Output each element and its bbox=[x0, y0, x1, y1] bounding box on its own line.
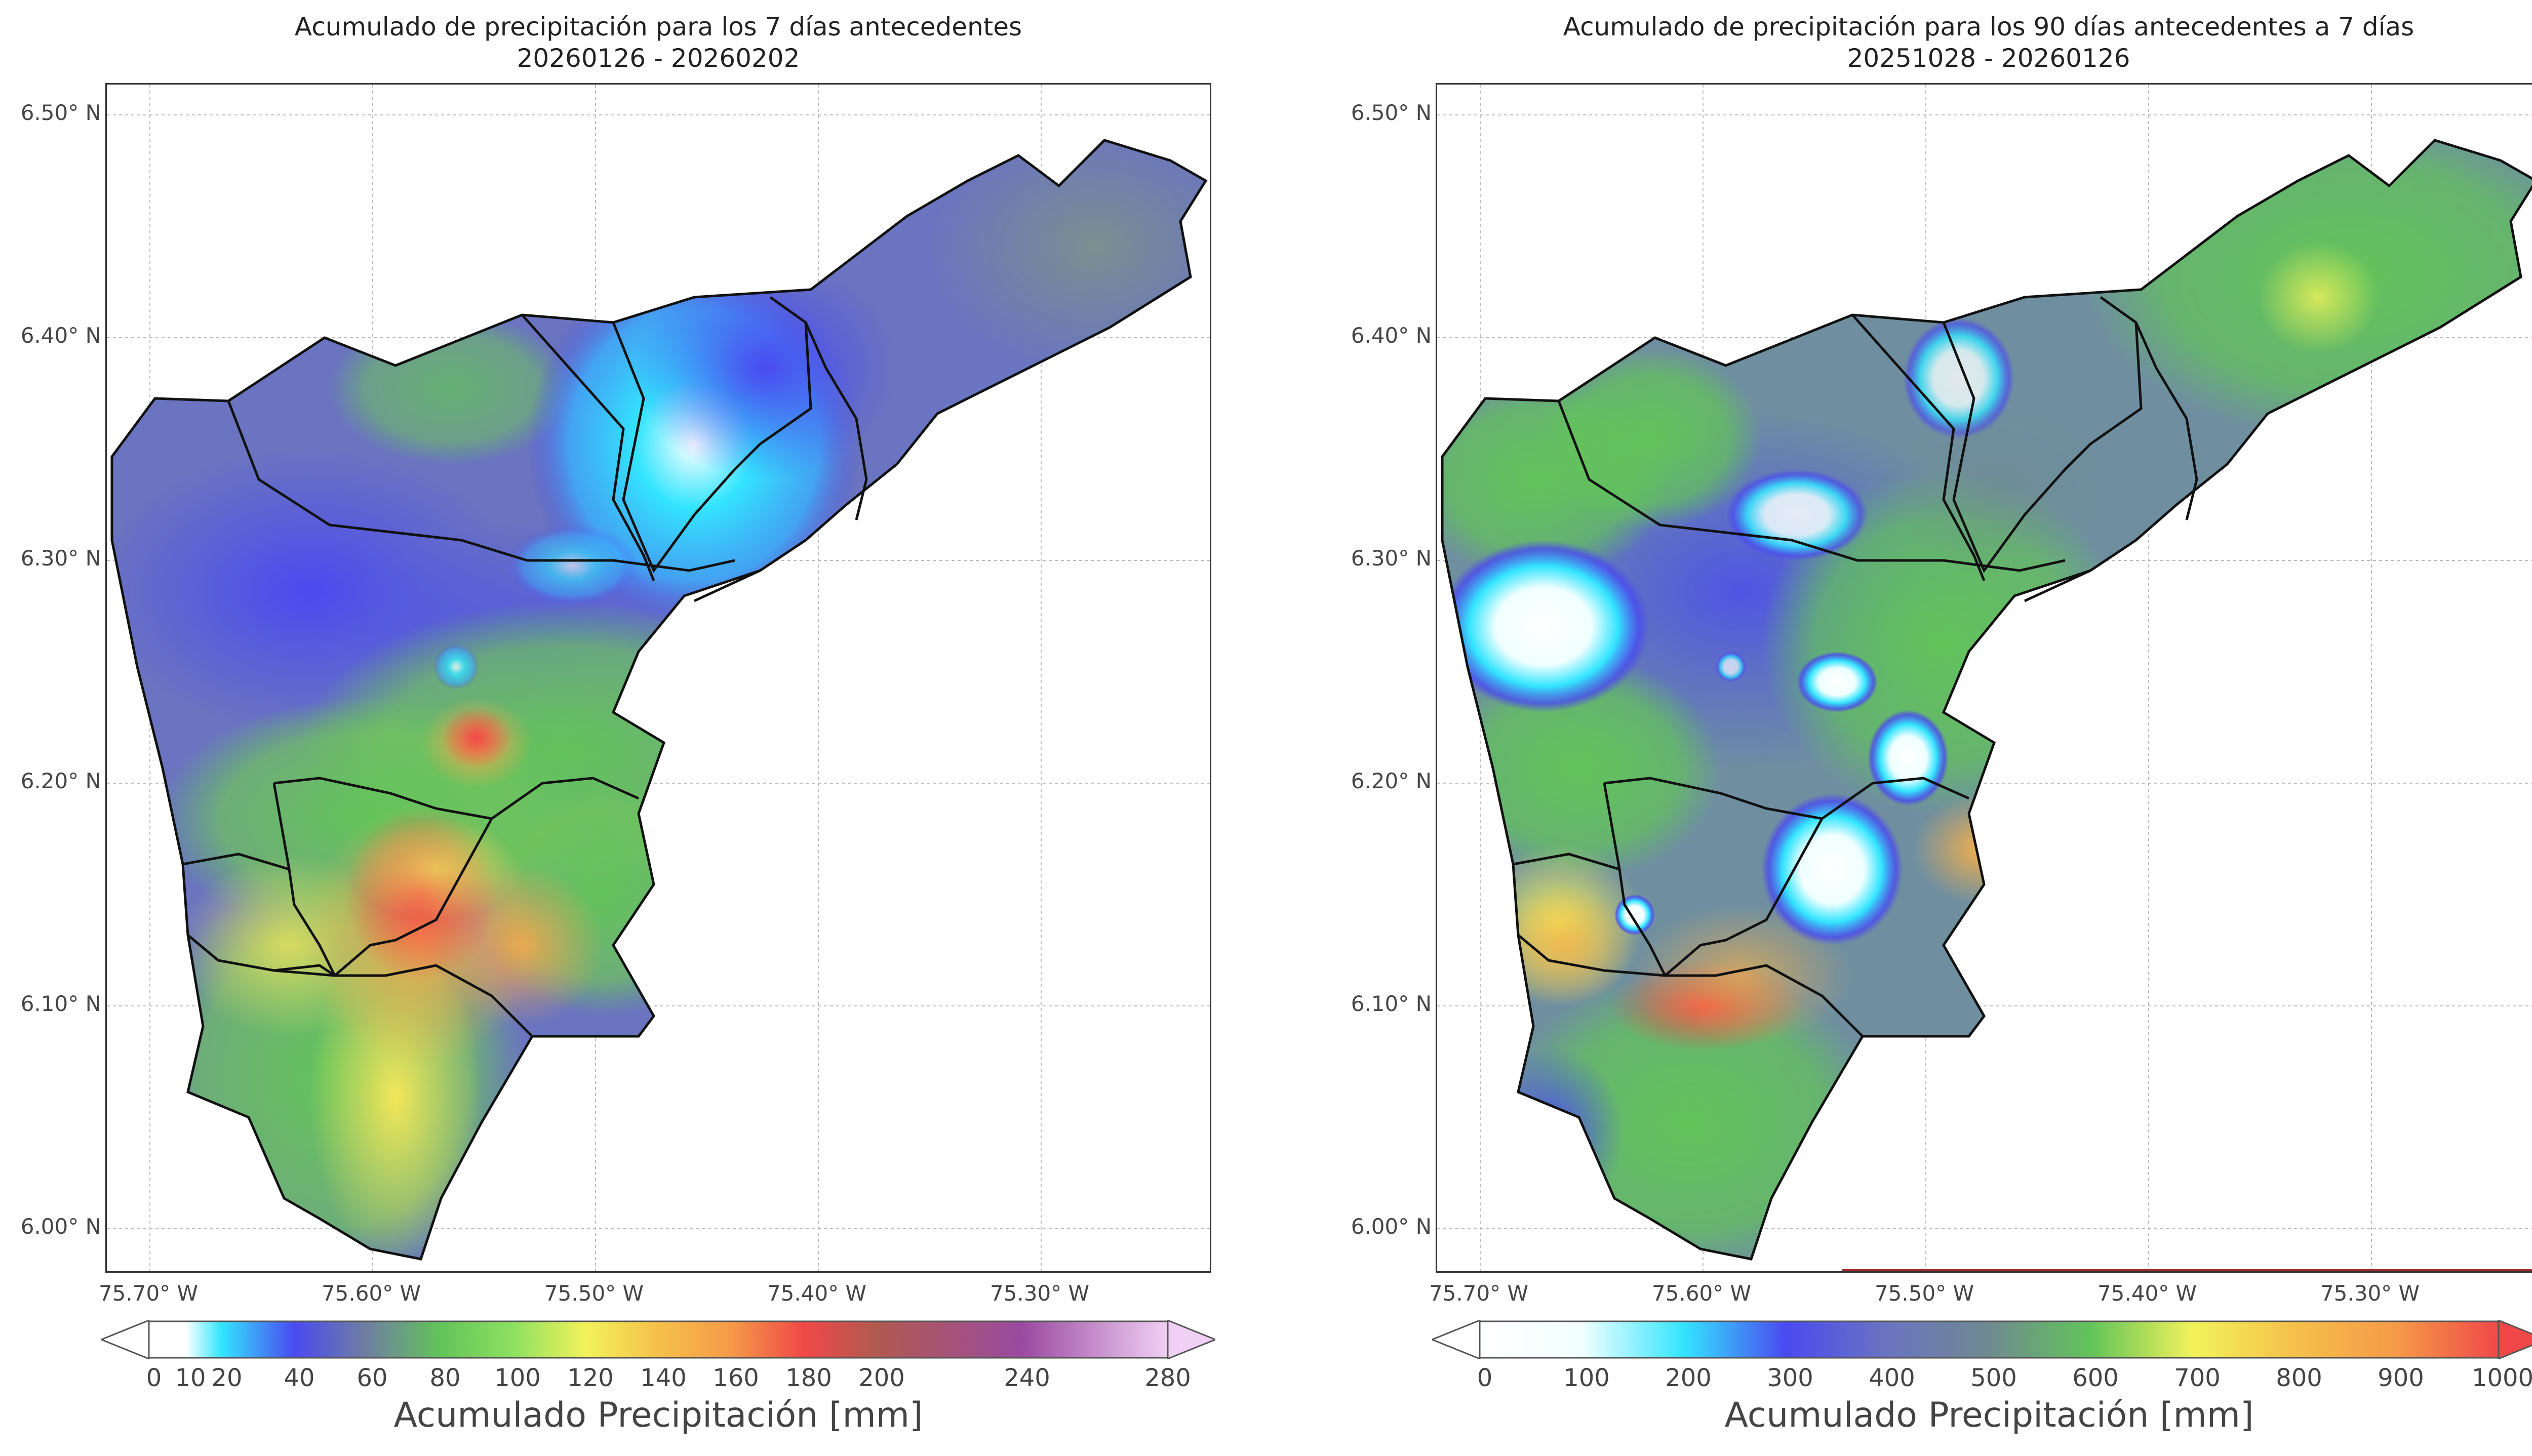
left-cb-tick: 0 bbox=[146, 1364, 162, 1392]
right-lon-label: 75.70° W bbox=[1429, 1281, 1529, 1306]
left-precip-field bbox=[112, 140, 1206, 1259]
left-precip-map bbox=[107, 85, 1210, 1271]
left-lat-label: 6.40° N bbox=[20, 323, 101, 348]
right-lat-label: 6.40° N bbox=[1351, 323, 1432, 348]
left-lon-label: 75.60° W bbox=[321, 1281, 421, 1306]
right-lat-label: 6.50° N bbox=[1351, 100, 1432, 125]
left-cb-tick: 60 bbox=[357, 1364, 388, 1392]
left-lat-label: 6.20° N bbox=[20, 769, 101, 793]
left-cb-tick: 280 bbox=[1144, 1364, 1191, 1392]
right-colorbar-label: Acumulado Precipitación [mm] bbox=[1724, 1395, 2254, 1435]
right-cb-tick: 0 bbox=[1477, 1364, 1493, 1392]
left-colorbar-label: Acumulado Precipitación [mm] bbox=[393, 1395, 923, 1435]
left-title-line1: Acumulado de precipitación para los 7 dí… bbox=[294, 12, 1022, 42]
left-lat-label: 6.00° N bbox=[20, 1214, 101, 1239]
left-colorbar bbox=[101, 1320, 1215, 1359]
left-map-frame bbox=[105, 83, 1211, 1273]
right-lat-label: 6.30° N bbox=[1351, 546, 1432, 571]
right-cb-tick: 800 bbox=[2276, 1364, 2322, 1392]
right-cb-tick: 400 bbox=[1869, 1364, 1915, 1392]
left-cb-tick: 10 bbox=[175, 1364, 206, 1392]
right-lon-label: 75.50° W bbox=[1874, 1281, 1974, 1306]
left-lat-label: 6.10° N bbox=[20, 991, 101, 1016]
right-title-line1: Acumulado de precipitación para los 90 d… bbox=[1563, 12, 2415, 42]
left-lat-label: 6.50° N bbox=[20, 100, 101, 125]
right-lat-label: 6.10° N bbox=[1351, 991, 1432, 1016]
left-cb-tick: 40 bbox=[284, 1364, 315, 1392]
left-cb-tick: 100 bbox=[494, 1364, 541, 1392]
left-lon-label: 75.50° W bbox=[544, 1281, 644, 1306]
left-lat-label: 6.30° N bbox=[20, 546, 101, 571]
right-lon-label: 75.60° W bbox=[1651, 1281, 1752, 1306]
left-cb-tick: 180 bbox=[785, 1364, 832, 1392]
right-lat-label: 6.20° N bbox=[1351, 769, 1432, 793]
left-municipal-boundaries bbox=[112, 140, 1206, 1259]
left-title-date-range: 20260126 - 20260202 bbox=[517, 44, 800, 73]
right-map-title: Acumulado de precipitación para los 90 d… bbox=[1436, 11, 2532, 74]
right-map-frame bbox=[1436, 83, 2532, 1273]
left-cb-tick: 240 bbox=[1004, 1364, 1050, 1392]
left-lon-label: 75.70° W bbox=[98, 1281, 199, 1306]
right-colorbar bbox=[1432, 1320, 2532, 1359]
left-cb-tick: 20 bbox=[211, 1364, 243, 1392]
right-cb-tick: 200 bbox=[1665, 1364, 1712, 1392]
right-lon-label: 75.40° W bbox=[2097, 1281, 2197, 1306]
right-cb-tick: 500 bbox=[1970, 1364, 2017, 1392]
right-lon-label: 75.30° W bbox=[2320, 1281, 2420, 1306]
right-cb-tick: 1000 bbox=[2471, 1364, 2532, 1392]
right-cb-tick: 600 bbox=[2072, 1364, 2119, 1392]
right-cb-tick: 100 bbox=[1563, 1364, 1610, 1392]
left-cb-tick: 120 bbox=[567, 1364, 614, 1392]
right-precip-field bbox=[1442, 140, 2532, 1259]
right-precip-map bbox=[1437, 85, 2532, 1271]
right-municipal-boundaries bbox=[1442, 140, 2532, 1259]
right-cb-tick: 300 bbox=[1767, 1364, 1813, 1392]
left-cb-tick: 140 bbox=[640, 1364, 687, 1392]
right-cb-tick: 700 bbox=[2174, 1364, 2221, 1392]
left-cb-tick: 80 bbox=[429, 1364, 461, 1392]
right-lat-label: 6.00° N bbox=[1351, 1214, 1432, 1239]
left-cb-tick: 160 bbox=[713, 1364, 759, 1392]
right-title-date-range: 20251028 - 20260126 bbox=[1847, 44, 2130, 73]
right-cb-tick: 900 bbox=[2378, 1364, 2424, 1392]
left-map-title: Acumulado de precipitación para los 7 dí… bbox=[105, 11, 1211, 74]
left-cb-tick: 200 bbox=[858, 1364, 905, 1392]
left-lon-label: 75.40° W bbox=[767, 1281, 867, 1306]
left-lon-label: 75.30° W bbox=[990, 1281, 1090, 1306]
